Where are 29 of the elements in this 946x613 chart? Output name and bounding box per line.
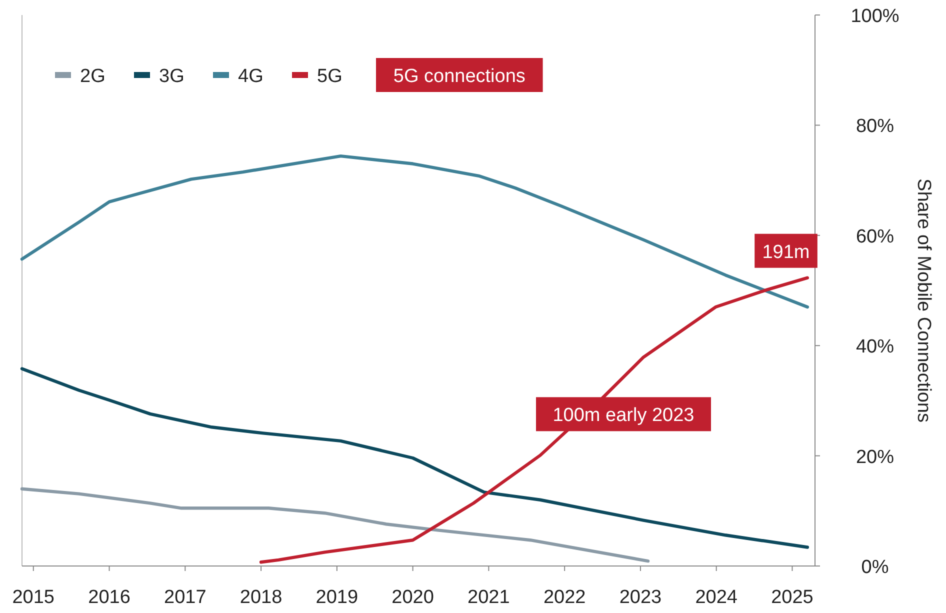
legend-label: 4G: [238, 66, 264, 87]
x-tick-label: 2021: [468, 587, 510, 608]
annotation: 5G connections: [393, 66, 526, 87]
y-tick-label: 60%: [856, 226, 894, 248]
line-series: [20, 154, 810, 309]
legend-label: 5G: [317, 66, 342, 87]
y-tick-label: 20%: [856, 446, 894, 468]
x-tick-label: 2020: [392, 587, 434, 608]
legend-label: 3G: [159, 66, 184, 87]
x-tick-label: 2017: [164, 587, 206, 608]
x-tick-label: 2016: [88, 587, 130, 608]
line-series: [20, 367, 810, 549]
y-tick-label: 0%: [861, 557, 889, 578]
x-tick-label: 2023: [619, 587, 662, 608]
x-tick-label: 2022: [543, 587, 586, 608]
y-tick-label: 80%: [856, 116, 894, 138]
x-tick-label: 2018: [240, 587, 282, 608]
annotation: 100m early 2023: [552, 405, 694, 426]
y-axis-title: Share of Mobile Connections: [913, 178, 934, 422]
annotation: 191m: [762, 242, 810, 263]
y-tick-label: 100%: [850, 6, 900, 27]
line-series: [20, 487, 650, 563]
x-tick-label: 2025: [771, 587, 814, 608]
line-series: [259, 276, 810, 564]
x-tick-label: 2024: [695, 587, 738, 608]
legend-label: 2G: [80, 66, 106, 87]
x-tick-label: 2015: [12, 587, 55, 608]
x-tick-label: 2019: [316, 587, 358, 608]
y-tick-label: 40%: [856, 336, 894, 358]
